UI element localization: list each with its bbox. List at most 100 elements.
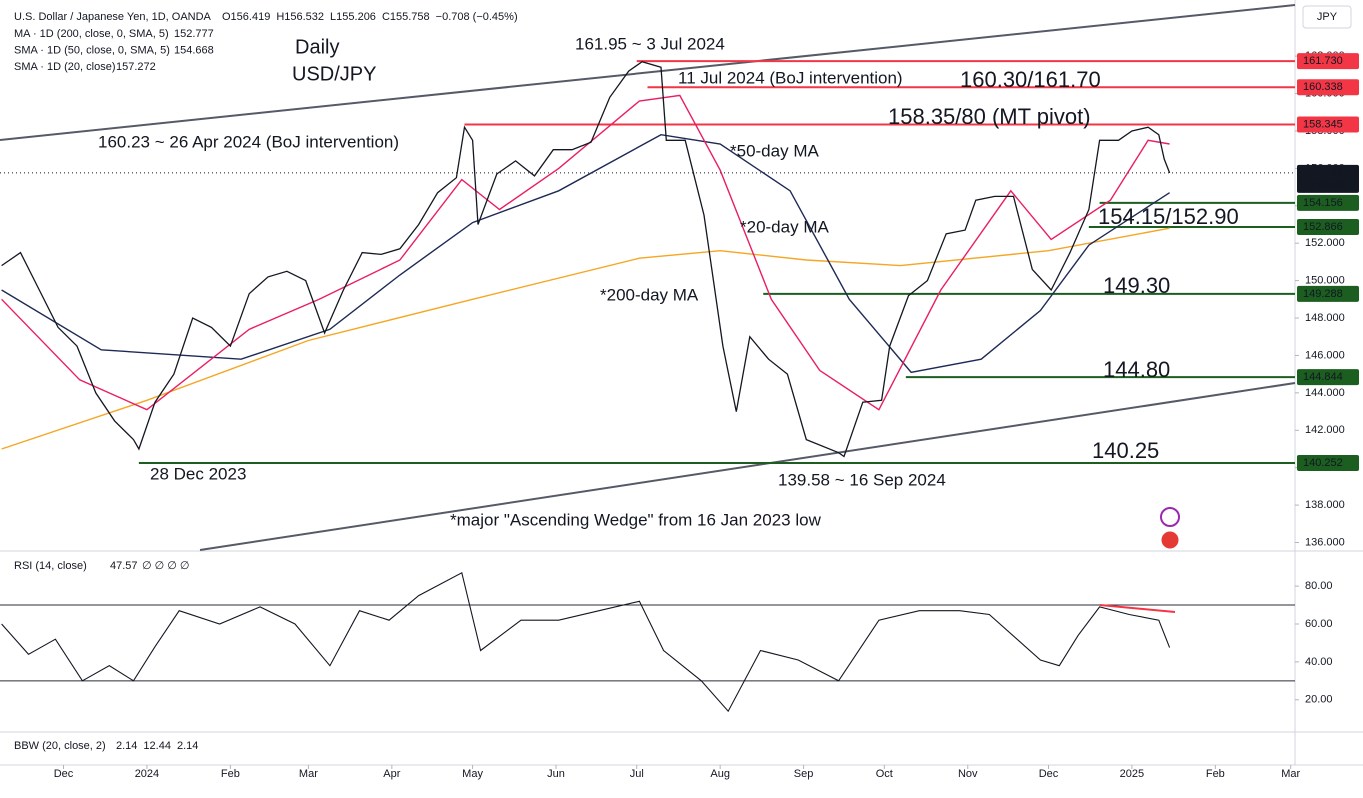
y-tick-label: 152.000 xyxy=(1305,237,1345,249)
annotation: 144.80 xyxy=(1103,357,1170,382)
quote-value: O156.419 xyxy=(222,11,270,23)
price-label-box xyxy=(1297,194,1359,211)
icon xyxy=(1160,530,1180,550)
wedge-upper xyxy=(0,4,1296,141)
price-label: 144.844 xyxy=(1303,371,1343,383)
legend-value: 157.272 xyxy=(116,61,156,73)
annotation: 140.25 xyxy=(1092,438,1159,463)
annotation: Daily xyxy=(295,36,339,58)
x-tick-label: Oct xyxy=(876,768,893,780)
quote-value: H156.532 xyxy=(276,11,324,23)
label-layer: 136.000138.000140.000142.000144.000146.0… xyxy=(14,5,1359,780)
annotation: 154.15/152.90 xyxy=(1098,204,1239,229)
x-tick-label: Sep xyxy=(794,768,814,780)
legend-label: SMA · 1D (20, close) xyxy=(14,61,115,73)
y-tick-label: 40.00 xyxy=(1305,656,1333,668)
y-tick-label: 142.000 xyxy=(1305,424,1345,436)
ma-line xyxy=(1,94,1170,411)
rsi-title: RSI (14, close) xyxy=(14,560,87,572)
currency-label: JPY xyxy=(1317,11,1338,23)
annotation: *200-day MA xyxy=(600,285,699,304)
x-tick-label: Dec xyxy=(1039,768,1059,780)
annotation: 139.58 ~ 16 Sep 2024 xyxy=(778,470,946,489)
x-tick-label: Feb xyxy=(1206,768,1225,780)
price-label-box xyxy=(1297,53,1359,70)
price-label-box xyxy=(1297,369,1359,386)
annotation: *major "Ascending Wedge" from 16 Jan 202… xyxy=(450,510,822,529)
x-tick-label: May xyxy=(462,768,483,780)
rsi-line xyxy=(1,571,1171,713)
rsi-divergence xyxy=(1099,604,1176,613)
price-label: 158.345 xyxy=(1303,118,1343,130)
price-label-box xyxy=(1297,116,1359,133)
price-label: 152.866 xyxy=(1303,221,1343,233)
x-tick-label: Feb xyxy=(221,768,240,780)
currency-box xyxy=(1302,5,1352,29)
x-tick-label: Mar xyxy=(1281,768,1300,780)
x-tick-label: Jul xyxy=(630,768,644,780)
price-line xyxy=(1,60,1171,458)
y-tick-label: 60.00 xyxy=(1305,618,1333,630)
quote-value: −0.708 (−0.45%) xyxy=(436,11,518,23)
annotation: 161.95 ~ 3 Jul 2024 xyxy=(575,34,725,53)
quote-value: C155.758 xyxy=(382,11,430,23)
y-tick-label: 150.000 xyxy=(1305,275,1345,287)
icon xyxy=(1160,507,1180,527)
ma-line xyxy=(1,133,1170,374)
price-time-label: 12:08:46 xyxy=(1303,179,1346,191)
rsi-value: 47.57 xyxy=(110,560,138,572)
price-label: 160.338 xyxy=(1303,81,1343,93)
y-tick-label: 144.000 xyxy=(1305,387,1345,399)
annotation: *50-day MA xyxy=(730,141,819,160)
x-tick-label: Apr xyxy=(383,768,400,780)
price-label-box xyxy=(1297,79,1359,96)
price-label-box xyxy=(1297,164,1359,193)
price-label: 154.156 xyxy=(1303,197,1343,209)
annotation: *20-day MA xyxy=(740,217,829,236)
annotation: 158.35/80 (MT pivot) xyxy=(888,104,1091,129)
price-label: 140.252 xyxy=(1303,457,1343,469)
rsi-value: ∅ ∅ ∅ ∅ xyxy=(142,560,190,572)
y-tick-label: 80.00 xyxy=(1305,580,1333,592)
legend-label: SMA · 1D (50, close, 0, SMA, 5) xyxy=(14,44,170,56)
price-label: 161.730 xyxy=(1303,55,1343,67)
x-tick-label: 2025 xyxy=(1120,768,1144,780)
price-label-box xyxy=(1297,454,1359,471)
bbw-value: 12.44 xyxy=(143,740,171,752)
y-tick-label: 136.000 xyxy=(1305,536,1345,548)
quote-value: L155.206 xyxy=(330,11,376,23)
annotation: 11 Jul 2024 (BoJ intervention) xyxy=(678,68,903,87)
legend-label: MA · 1D (200, close, 0, SMA, 5) xyxy=(14,28,169,40)
x-tick-label: Jun xyxy=(547,768,565,780)
legend-value: 152.777 xyxy=(174,28,214,40)
x-tick-label: Aug xyxy=(710,768,730,780)
x-tick-label: Mar xyxy=(299,768,318,780)
x-tick-label: Nov xyxy=(958,768,978,780)
bbw-title: BBW (20, close, 2) xyxy=(14,740,106,752)
annotation: USD/JPY xyxy=(292,63,376,85)
annotation: 28 Dec 2023 xyxy=(150,464,246,483)
y-tick-label: 146.000 xyxy=(1305,349,1345,361)
wedge-lower xyxy=(199,382,1296,551)
ma-line xyxy=(1,227,1170,450)
legend-value: 154.668 xyxy=(174,44,214,56)
y-tick-label: 20.00 xyxy=(1305,694,1333,706)
y-tick-label: 138.000 xyxy=(1305,499,1345,511)
x-tick-label: Dec xyxy=(54,768,74,780)
y-tick-label: 148.000 xyxy=(1305,312,1345,324)
annotation: 160.30/161.70 xyxy=(960,67,1101,92)
chart-title: U.S. Dollar / Japanese Yen, 1D, OANDA xyxy=(14,11,212,23)
bbw-value: 2.14 xyxy=(177,740,198,752)
bbw-value: 2.14 xyxy=(116,740,137,752)
annotation: 160.23 ~ 26 Apr 2024 (BoJ intervention) xyxy=(98,132,399,151)
price-label-box xyxy=(1297,285,1359,302)
price-label: 149.288 xyxy=(1303,288,1343,300)
annotation: 149.30 xyxy=(1103,273,1170,298)
price-label-box xyxy=(1297,218,1359,235)
x-tick-label: 2024 xyxy=(135,768,159,780)
plot-layer xyxy=(0,0,1363,769)
price-label: 155.758 xyxy=(1303,167,1343,179)
